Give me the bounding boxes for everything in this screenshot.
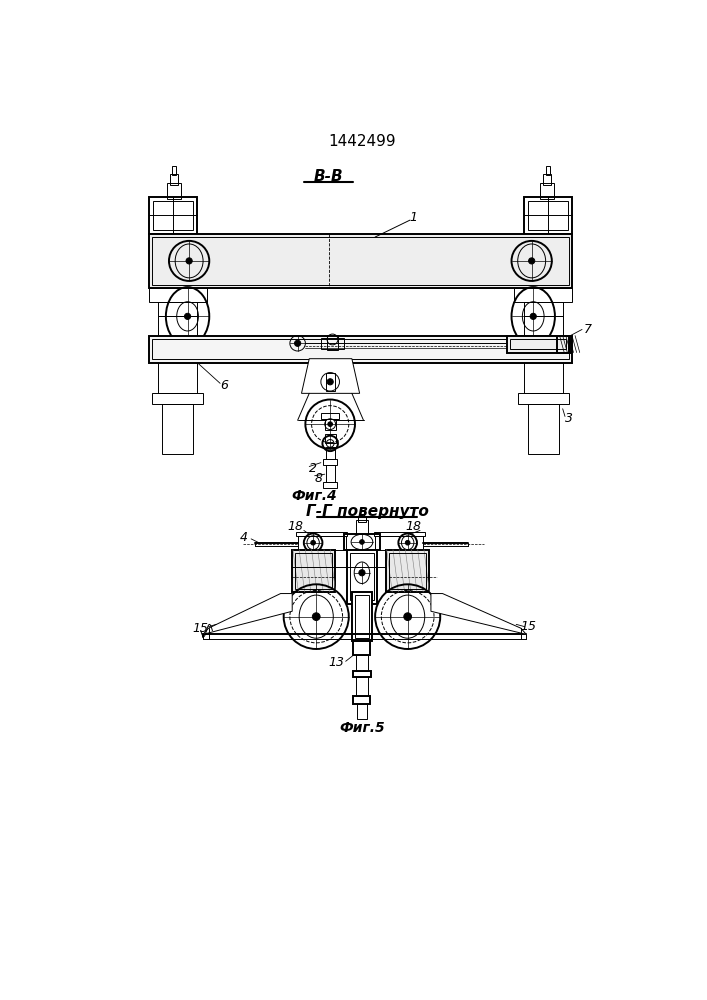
Text: 7: 7 [584, 323, 592, 336]
Bar [354, 641, 370, 655]
Circle shape [529, 258, 534, 264]
Text: 4: 4 [240, 531, 247, 544]
Bar [325, 447, 335, 459]
Ellipse shape [299, 595, 333, 638]
Bar [546, 166, 549, 175]
Bar [356, 520, 368, 534]
Bar [149, 288, 207, 302]
Bar [356, 655, 368, 671]
Bar [355, 595, 369, 638]
Bar [356, 677, 368, 696]
Bar [344, 534, 380, 550]
Bar [167, 183, 180, 199]
Bar [323, 482, 337, 488]
Text: 15: 15 [193, 622, 209, 635]
Bar [296, 553, 332, 589]
Bar [543, 174, 551, 185]
Bar [518, 393, 569, 404]
Bar [321, 413, 339, 419]
Bar [162, 404, 193, 454]
Bar [514, 288, 572, 302]
Circle shape [360, 540, 364, 544]
Text: 15: 15 [520, 620, 537, 633]
Text: 18: 18 [406, 520, 422, 533]
Bar [152, 339, 569, 359]
Text: 6: 6 [220, 379, 228, 392]
Text: 18: 18 [287, 520, 303, 533]
Bar [298, 536, 346, 550]
Circle shape [530, 313, 537, 319]
Text: В-В: В-В [314, 169, 344, 184]
Text: 13: 13 [328, 656, 344, 669]
Bar [149, 234, 572, 288]
Bar [351, 553, 373, 600]
Bar [540, 183, 554, 199]
Bar [296, 532, 347, 536]
Bar [373, 532, 425, 536]
Bar [360, 511, 364, 517]
Bar [321, 338, 344, 349]
Circle shape [311, 540, 315, 545]
Bar [152, 393, 203, 404]
Text: 2: 2 [309, 462, 317, 475]
Bar [510, 339, 566, 349]
Bar [352, 592, 372, 641]
Circle shape [328, 422, 332, 426]
Bar [149, 336, 572, 363]
Bar [323, 459, 337, 465]
Circle shape [312, 613, 320, 620]
Circle shape [327, 379, 333, 385]
Bar [292, 550, 335, 592]
Bar [386, 550, 428, 592]
Bar [358, 516, 366, 522]
Text: Фиг.5: Фиг.5 [339, 721, 385, 735]
Bar [325, 373, 335, 391]
Circle shape [325, 419, 336, 430]
Circle shape [405, 540, 410, 545]
Polygon shape [203, 594, 292, 634]
Bar [389, 553, 426, 589]
Bar [347, 550, 377, 604]
Bar [325, 434, 336, 443]
Circle shape [404, 613, 411, 620]
Bar [357, 704, 367, 719]
Bar [158, 316, 197, 393]
Bar [524, 316, 563, 393]
Polygon shape [431, 594, 526, 634]
Bar [152, 237, 569, 285]
Bar [158, 302, 197, 316]
Bar [354, 696, 370, 704]
Bar [375, 536, 423, 550]
Text: 3: 3 [565, 412, 573, 425]
Bar [153, 201, 193, 230]
Bar [170, 174, 177, 185]
Bar [325, 419, 336, 430]
Bar [327, 335, 338, 350]
Bar [524, 197, 572, 234]
Bar [325, 465, 335, 482]
Text: 8: 8 [315, 472, 322, 485]
Circle shape [185, 313, 191, 319]
Bar [149, 197, 197, 234]
Bar [507, 336, 569, 353]
Bar [353, 671, 371, 677]
Bar [528, 201, 568, 230]
Circle shape [186, 258, 192, 264]
Bar [524, 302, 563, 316]
Circle shape [295, 340, 300, 346]
Text: Фиг.4: Фиг.4 [292, 489, 337, 503]
Text: 1: 1 [410, 211, 418, 224]
Bar [528, 404, 559, 454]
Bar [172, 166, 176, 175]
Text: Г-Г повернуто: Г-Г повернуто [306, 504, 429, 519]
Circle shape [359, 570, 365, 576]
Bar [557, 336, 571, 353]
Polygon shape [301, 359, 360, 393]
Text: 1442499: 1442499 [328, 134, 396, 149]
Ellipse shape [391, 595, 425, 638]
